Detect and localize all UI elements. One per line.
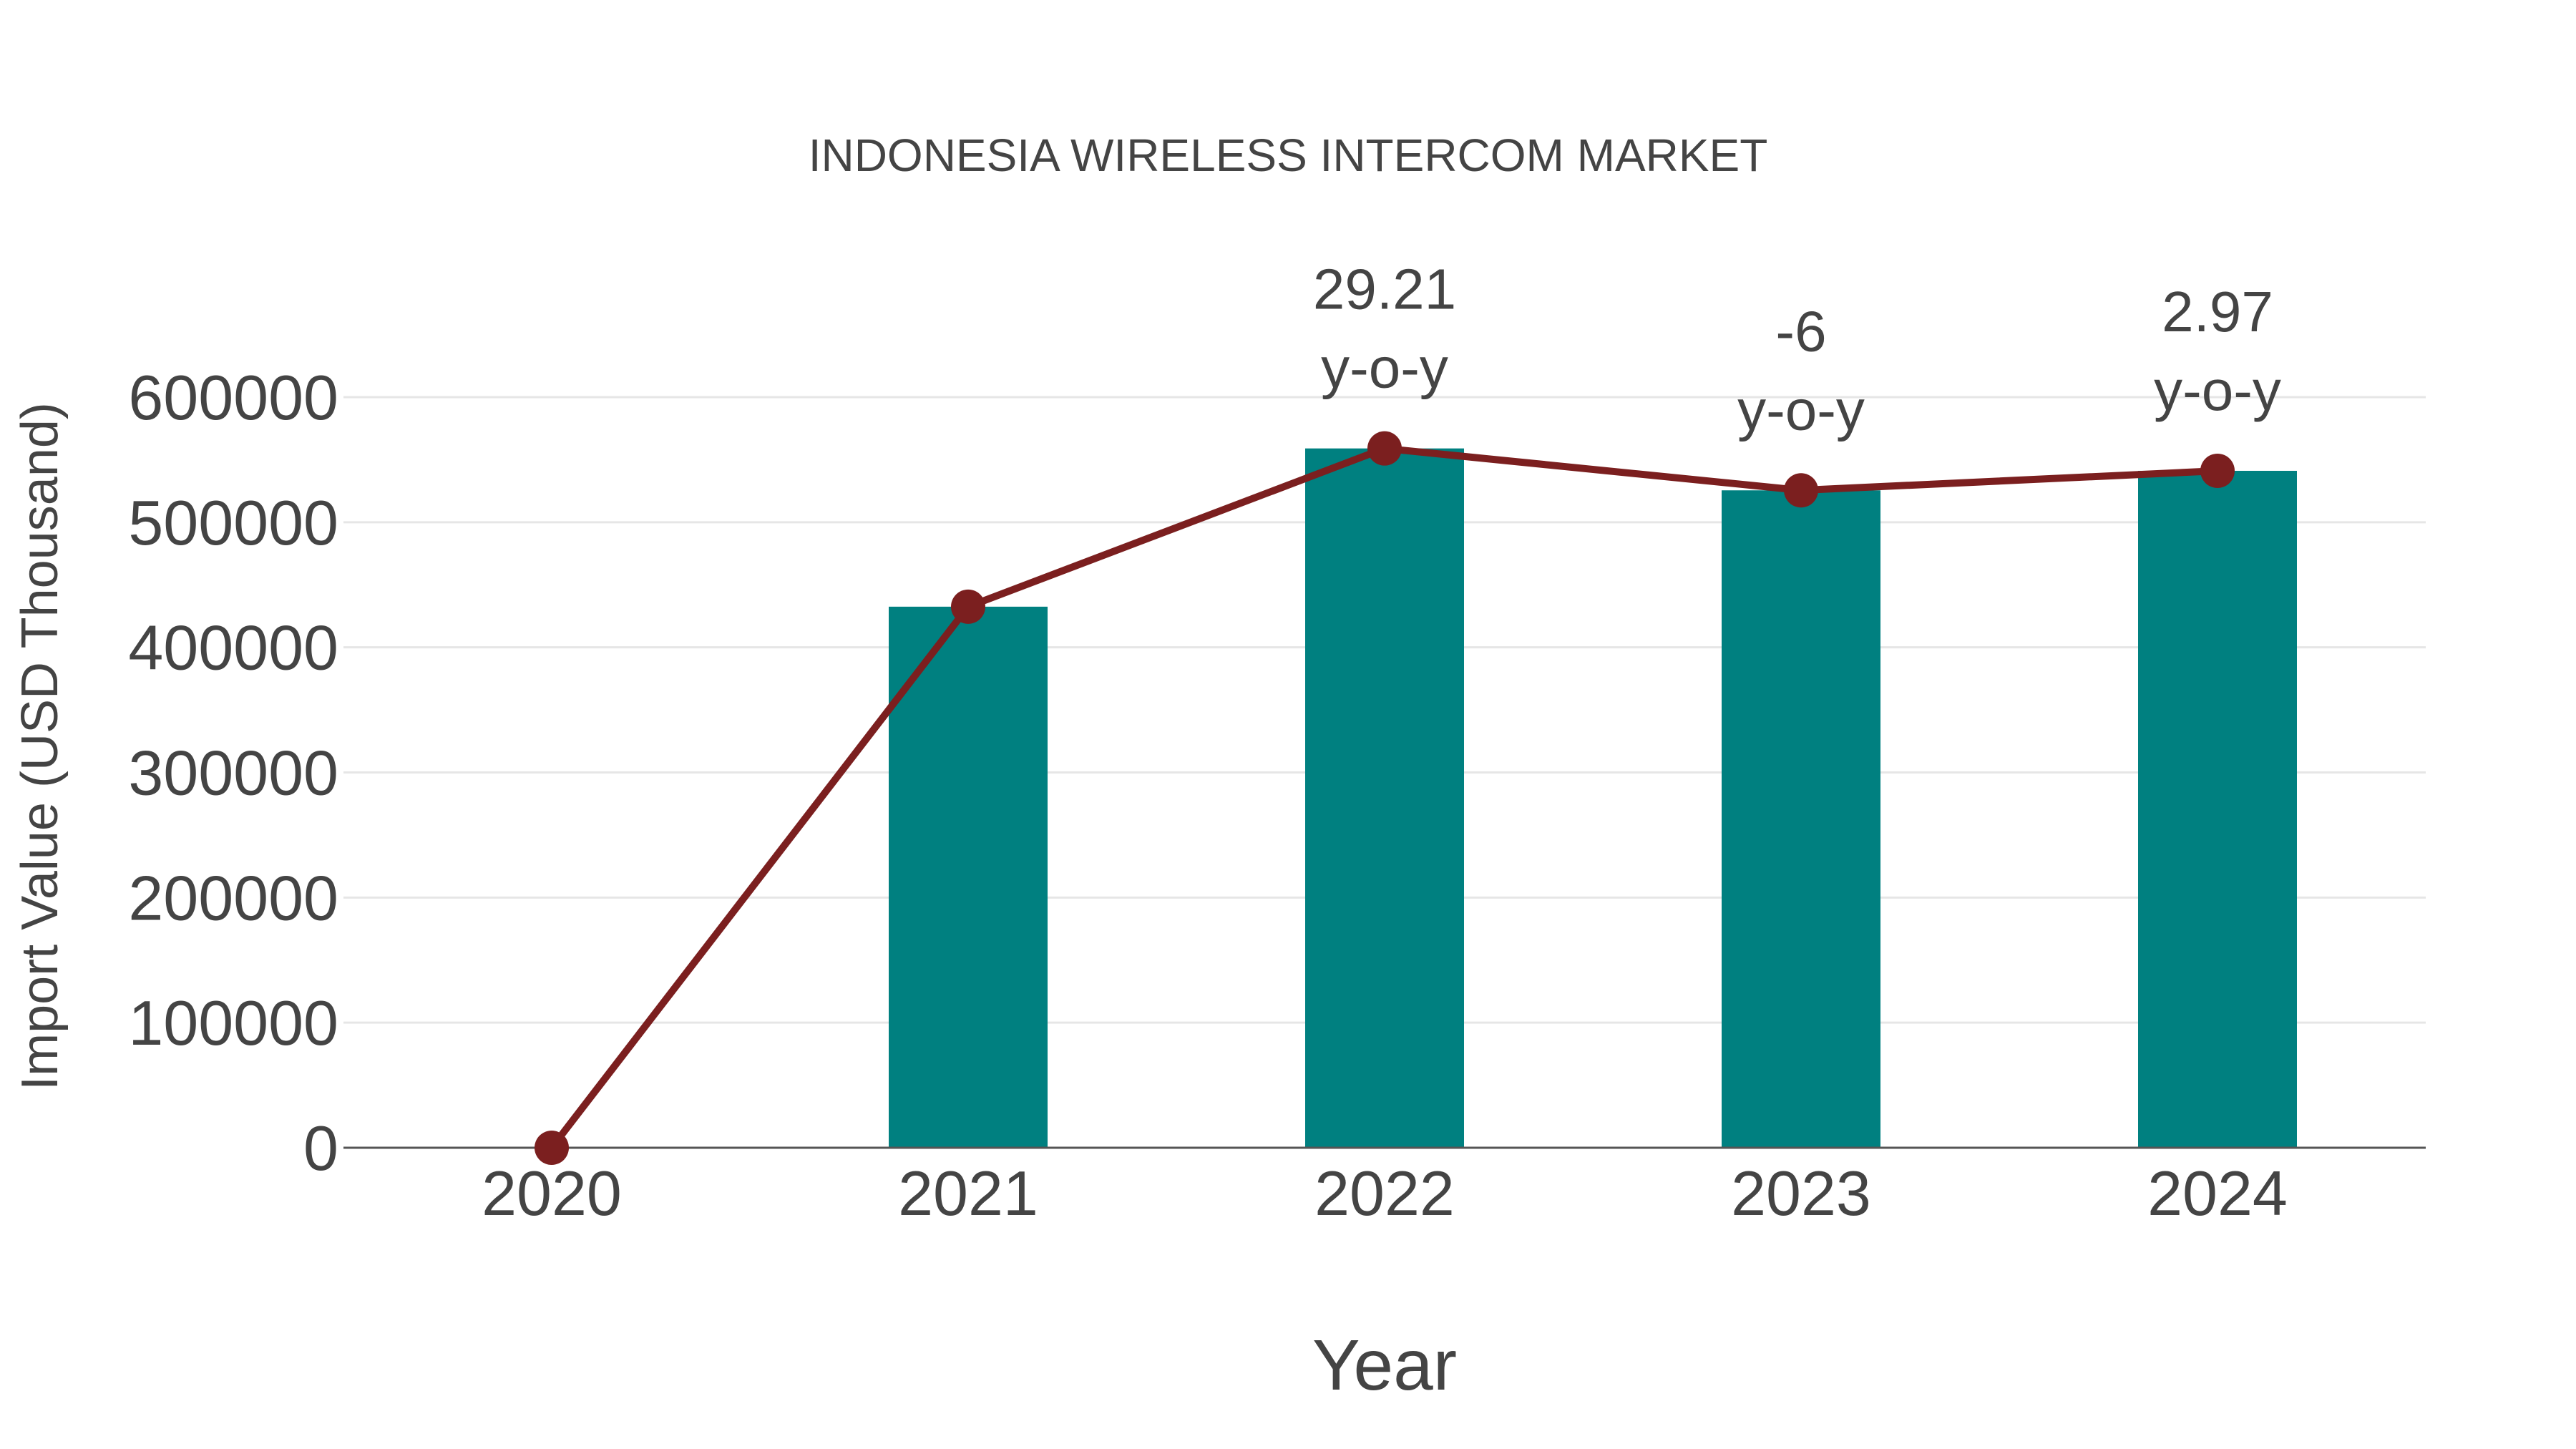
bar	[1722, 490, 1880, 1148]
data-point-marker	[1784, 473, 1818, 508]
x-tick-label: 2024	[2147, 1158, 2288, 1229]
yoy-label-value: 29.21	[1313, 258, 1456, 321]
bar	[889, 606, 1048, 1148]
y-tick-label: 200000	[128, 862, 338, 933]
x-axis-title: Year	[1312, 1325, 1457, 1405]
data-point-marker	[1367, 431, 1402, 466]
data-point-marker	[2200, 453, 2235, 488]
y-tick-label: 600000	[128, 362, 338, 433]
yoy-label-unit: y-o-y	[1737, 378, 1865, 441]
data-point-marker	[535, 1131, 569, 1165]
y-tick-label: 400000	[128, 613, 338, 683]
bar	[1305, 448, 1464, 1148]
yoy-annotations: y-o-y 29.21 y-o-y -6 y-o-y 2.97	[1313, 258, 2281, 442]
yoy-label-unit: y-o-y	[2154, 358, 2281, 422]
x-tick-label: 2020	[482, 1158, 622, 1229]
data-point-marker	[951, 589, 985, 624]
bars	[889, 448, 2297, 1148]
y-axis-title: Import Value (USD Thousand)	[11, 402, 69, 1091]
y-axis-ticks: 0 100000 200000 300000 400000 500000 600000	[128, 362, 338, 1184]
x-tick-label: 2023	[1731, 1158, 1871, 1229]
yoy-label-value: -6	[1775, 299, 1826, 363]
y-tick-label: 0	[303, 1113, 338, 1184]
y-tick-label: 500000	[128, 487, 338, 558]
y-tick-label: 300000	[128, 738, 338, 809]
trend-line	[535, 431, 2235, 1165]
yoy-label-value: 2.97	[2162, 280, 2273, 343]
yoy-label-unit: y-o-y	[1321, 336, 1448, 400]
x-axis-ticks: 2020 2021 2022 2023 2024	[482, 1158, 2288, 1229]
x-tick-label: 2022	[1314, 1158, 1455, 1229]
y-tick-label: 100000	[128, 987, 338, 1058]
chart-title: INDONESIA WIRELESS INTERCOM MARKET	[809, 130, 1768, 181]
x-tick-label: 2021	[898, 1158, 1038, 1229]
bar	[2138, 470, 2297, 1148]
